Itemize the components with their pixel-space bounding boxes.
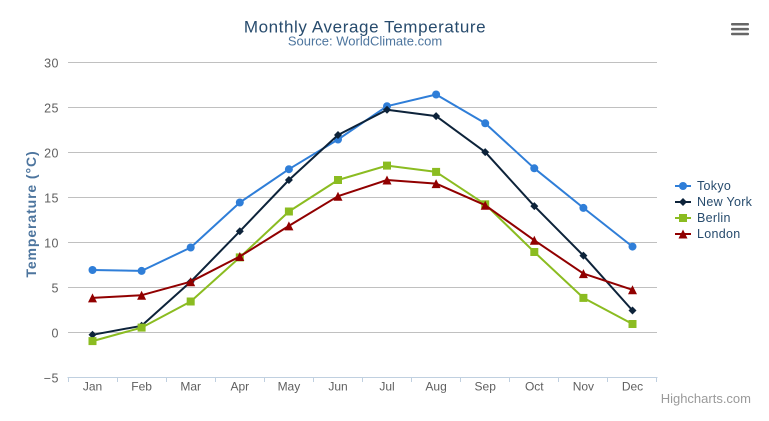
svg-text:Tokyo: Tokyo [697,179,731,193]
svg-text:New York: New York [697,195,753,209]
svg-text:Source: WorldClimate.com: Source: WorldClimate.com [288,34,442,49]
svg-text:Aug: Aug [425,380,446,394]
svg-text:5: 5 [52,282,59,296]
svg-text:Berlin: Berlin [697,211,731,225]
svg-text:Apr: Apr [230,380,249,394]
svg-text:15: 15 [44,192,59,206]
svg-text:Monthly Average Temperature: Monthly Average Temperature [244,18,486,37]
svg-text:Feb: Feb [131,380,152,394]
svg-text:10: 10 [44,237,59,251]
svg-text:Dec: Dec [622,380,643,394]
svg-text:Jul: Jul [379,380,394,394]
svg-text:Highcharts.com: Highcharts.com [661,391,751,406]
svg-text:30: 30 [44,57,59,71]
svg-text:Nov: Nov [573,380,594,394]
svg-text:−5: −5 [44,372,59,386]
svg-text:Mar: Mar [180,380,201,394]
svg-text:Jun: Jun [328,380,347,394]
svg-text:Oct: Oct [525,380,544,394]
svg-text:25: 25 [44,102,59,116]
svg-text:May: May [278,380,301,394]
svg-text:20: 20 [44,147,59,161]
svg-text:Temperature (°C): Temperature (°C) [23,150,39,277]
svg-text:London: London [697,227,741,241]
svg-text:0: 0 [52,327,59,341]
svg-text:Sep: Sep [475,380,497,394]
svg-text:Jan: Jan [83,380,102,394]
